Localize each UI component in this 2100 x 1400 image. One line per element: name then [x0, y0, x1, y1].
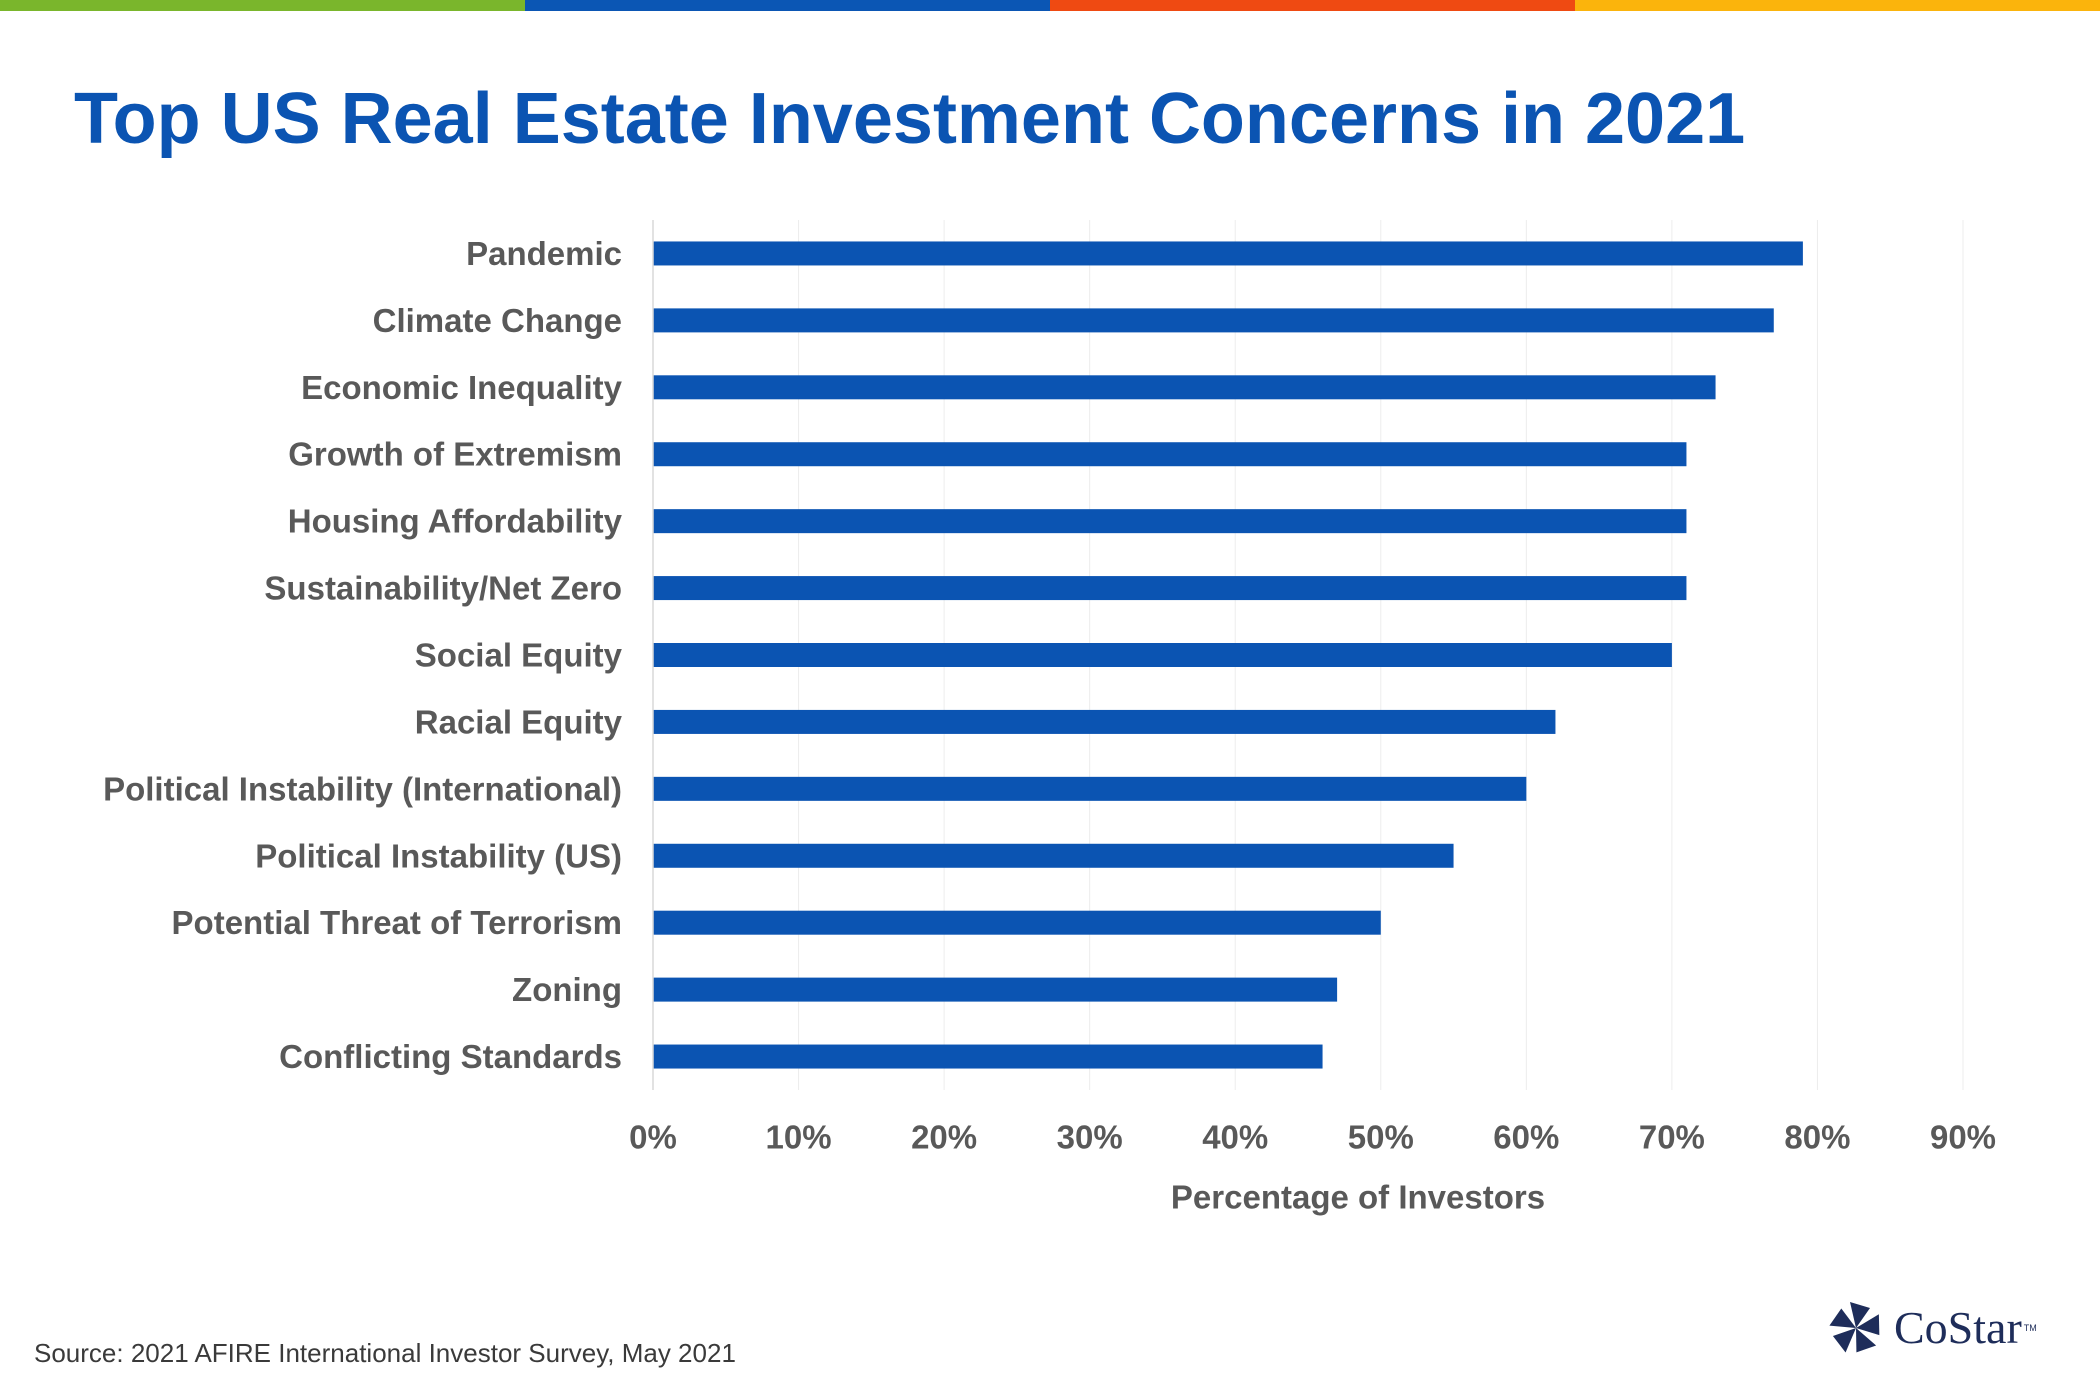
stripe-green	[0, 0, 525, 11]
bar	[653, 442, 1687, 467]
category-label: Growth of Extremism	[288, 436, 622, 473]
category-label: Conflicting Standards	[279, 1038, 622, 1075]
category-label: Racial Equity	[415, 703, 623, 740]
bar	[653, 776, 1527, 801]
category-label: Political Instability (US)	[255, 837, 622, 874]
logo-petal	[1832, 1328, 1856, 1353]
category-label: Social Equity	[415, 637, 623, 674]
bar	[653, 977, 1338, 1002]
bar	[653, 910, 1381, 935]
category-label: Climate Change	[373, 302, 622, 339]
bar	[653, 643, 1672, 667]
bar	[653, 375, 1716, 400]
bar	[653, 509, 1687, 534]
source-note: Source: 2021 AFIRE International Investo…	[34, 1338, 736, 1368]
x-axis-title: Percentage of Investors	[1171, 1179, 1545, 1216]
chart-title: Top US Real Estate Investment Concerns i…	[74, 79, 1746, 159]
category-label: Economic Inequality	[301, 369, 623, 406]
bar-chart: Pandemic Climate Change Economic Inequalit…	[103, 220, 1996, 1216]
category-label: Zoning	[512, 971, 622, 1008]
bar	[653, 1044, 1323, 1069]
x-tick-label: 20%	[911, 1119, 977, 1156]
x-tick-label: 90%	[1930, 1119, 1996, 1156]
logo-petal	[1856, 1328, 1877, 1353]
x-tick-label: 10%	[766, 1119, 832, 1156]
category-label: Sustainability/Net Zero	[264, 570, 622, 607]
x-tick-label: 70%	[1639, 1119, 1705, 1156]
color-stripe	[0, 0, 2100, 11]
bar	[653, 709, 1556, 734]
stripe-blue	[525, 0, 1050, 11]
logo-petal	[1850, 1302, 1870, 1328]
stripe-yellow	[1575, 0, 2100, 11]
stripe-orange	[1050, 0, 1575, 11]
category-label: Pandemic	[466, 235, 622, 272]
logo-petal	[1856, 1314, 1880, 1336]
bar	[653, 241, 1803, 266]
x-tick-label: 40%	[1202, 1119, 1268, 1156]
logo-text: CoStar	[1894, 1302, 2022, 1353]
category-label: Housing Affordability	[288, 503, 623, 540]
category-label: Political Instability (International)	[103, 770, 622, 807]
x-tick-label: 80%	[1784, 1119, 1850, 1156]
costar-star-icon	[1829, 1302, 1880, 1353]
logo-petal	[1829, 1308, 1856, 1328]
x-tick-label: 30%	[1057, 1119, 1123, 1156]
bar	[653, 843, 1454, 868]
bar	[653, 308, 1774, 333]
logo-trademark: TM	[2023, 1323, 2037, 1333]
x-tick-label: 60%	[1493, 1119, 1559, 1156]
costar-logo: CoStar TM	[1826, 1298, 2037, 1358]
bar	[653, 576, 1687, 601]
category-label: Potential Threat of Terrorism	[172, 904, 622, 941]
x-tick-label: 0%	[629, 1119, 677, 1156]
x-tick-label: 50%	[1348, 1119, 1414, 1156]
